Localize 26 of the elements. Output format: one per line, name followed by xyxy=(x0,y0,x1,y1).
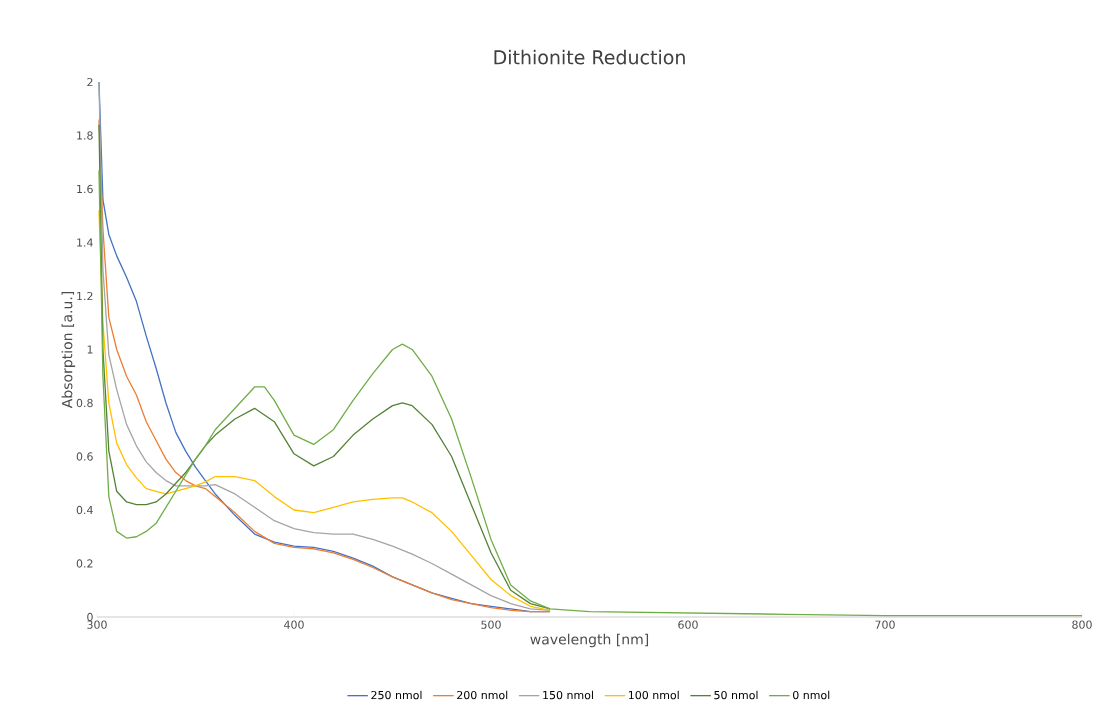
legend-label: 50 nmol xyxy=(714,690,758,700)
legend-label: 100 nmol xyxy=(628,690,679,700)
y-tick-label: 0 xyxy=(87,612,93,622)
y-tick-label: 0.4 xyxy=(76,505,93,515)
legend-label: 150 nmol xyxy=(543,690,593,700)
y-axis-title: Absorption [a.u.] xyxy=(61,291,76,409)
y-tick-label: 1 xyxy=(87,345,93,354)
y-tick-label: 1.4 xyxy=(77,238,93,247)
y-tick-label: 0.2 xyxy=(76,559,93,568)
y-tick-label: 2 xyxy=(87,77,93,87)
x-tick-label: 800 xyxy=(1072,620,1092,629)
y-tick-label: 0.6 xyxy=(76,452,93,461)
x-tick-label: 500 xyxy=(481,620,501,629)
legend-label: 200 nmol xyxy=(457,690,508,700)
x-tick-label: 600 xyxy=(678,620,698,629)
legend-label: 250 nmol xyxy=(371,690,422,700)
x-tick-label: 300 xyxy=(87,620,107,629)
x-axis-title: wavelength [nm] xyxy=(530,633,649,648)
y-tick-label: 1.8 xyxy=(77,131,93,140)
y-tick-label: 1.2 xyxy=(77,291,93,301)
chart-title: Dithionite Reduction xyxy=(494,49,685,65)
legend-label: 0 nmol xyxy=(793,690,830,700)
y-tick-label: 1.6 xyxy=(77,184,93,194)
x-tick-label: 700 xyxy=(875,620,895,629)
y-tick-label: 0.8 xyxy=(76,398,93,408)
x-tick-label: 400 xyxy=(284,620,304,629)
